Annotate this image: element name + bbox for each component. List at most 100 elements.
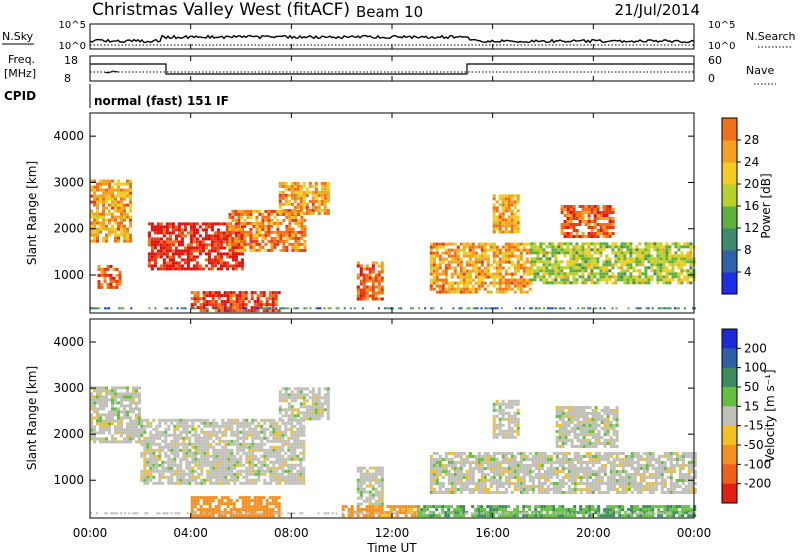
- power-cell: [587, 254, 591, 258]
- power-cell: [255, 218, 259, 222]
- power-cell: [516, 200, 520, 204]
- velocity-cell: [257, 466, 261, 470]
- velocity-cell: [190, 496, 194, 500]
- power-cell: [102, 236, 105, 240]
- power-cell: [459, 290, 463, 294]
- power-cell: [677, 281, 681, 285]
- velocity-cell: [111, 386, 114, 390]
- power-cell: [474, 287, 478, 291]
- velocity-cell: [200, 448, 204, 452]
- power-cell: [168, 258, 172, 262]
- power-cell: [100, 273, 104, 277]
- velocity-cell: [269, 475, 273, 479]
- power-cell: [114, 221, 117, 225]
- power-cell: [492, 242, 496, 246]
- velocity-cell: [537, 458, 541, 461]
- power-cell: [285, 239, 289, 243]
- power-cell: [462, 284, 466, 288]
- power-cell: [659, 272, 663, 276]
- power-cell: [320, 202, 324, 206]
- power-cell: [202, 303, 206, 307]
- power-cell: [498, 218, 502, 222]
- power-cell: [513, 269, 517, 273]
- velocity-cell: [208, 508, 212, 512]
- power-cell: [501, 254, 505, 258]
- velocity-cell: [480, 470, 484, 473]
- velocity-cell: [158, 463, 162, 467]
- power-cell: [677, 275, 681, 279]
- power-cell: [106, 264, 110, 268]
- velocity-cell: [486, 473, 490, 476]
- power-cell: [620, 272, 624, 276]
- power-cell: [510, 278, 514, 282]
- velocity-cell: [143, 436, 147, 440]
- velocity-cell: [242, 427, 246, 431]
- velocity-cell: [250, 505, 254, 509]
- power-cell: [294, 248, 298, 252]
- velocity-cell: [507, 452, 511, 455]
- freq-trace: [90, 63, 694, 75]
- velocity-cell: [474, 488, 478, 491]
- velocity-cell: [108, 422, 111, 426]
- velocity-cell: [287, 439, 291, 443]
- velocity-cell: [272, 418, 276, 422]
- velocity-cell: [143, 430, 147, 434]
- velocity-cell: [468, 473, 472, 476]
- velocity-cell: [173, 430, 177, 434]
- power-cell: [150, 240, 154, 244]
- power-cell: [225, 264, 229, 268]
- power-cell: [495, 200, 499, 204]
- power-cell: [680, 260, 684, 264]
- power-cell: [226, 291, 230, 295]
- power-cell: [465, 284, 469, 288]
- power-cell: [566, 260, 570, 264]
- power-cell: [605, 260, 609, 264]
- velocity-cell: [374, 499, 378, 503]
- power-cell: [365, 267, 369, 271]
- power-cell: [572, 208, 576, 211]
- power-cell: [605, 281, 609, 285]
- velocity-cell: [185, 478, 189, 482]
- power-cell: [680, 257, 684, 261]
- power-cell: [554, 260, 558, 264]
- power-cell: [495, 266, 499, 270]
- power-cell: [432, 272, 436, 276]
- power-cell: [247, 300, 251, 304]
- power-cell: [575, 211, 579, 214]
- power-cell: [297, 209, 301, 213]
- velocity-cell: [135, 407, 138, 411]
- power-cell: [300, 221, 304, 225]
- velocity-cell: [263, 418, 267, 422]
- power-cell: [569, 208, 573, 211]
- velocity-cell: [374, 505, 378, 509]
- power-cell: [293, 196, 297, 200]
- velocity-cell: [200, 421, 204, 425]
- velocity-cell: [486, 467, 490, 470]
- power-cell: [231, 258, 235, 262]
- power-cell: [486, 272, 490, 276]
- power-cell: [90, 188, 93, 192]
- velocity-cell: [259, 508, 263, 512]
- velocity-cell: [236, 418, 240, 422]
- velocity-cell: [513, 485, 517, 488]
- velocity-cell: [474, 455, 478, 458]
- velocity-cell: [135, 428, 138, 432]
- velocity-cell: [105, 389, 108, 393]
- velocity-cell: [200, 436, 204, 440]
- power-cell: [533, 251, 537, 255]
- power-y-tick-label: 2000: [53, 222, 84, 236]
- velocity-cell: [474, 464, 478, 467]
- velocity-cell: [170, 463, 174, 467]
- power-cell: [290, 202, 294, 206]
- power-cell: [288, 236, 292, 240]
- power-cell: [462, 287, 466, 291]
- power-cell: [271, 306, 275, 310]
- velocity-cell: [368, 484, 372, 488]
- power-cell: [229, 297, 233, 301]
- power-cell: [153, 246, 157, 250]
- power-cell: [569, 211, 573, 214]
- power-cell: [450, 254, 454, 258]
- power-cell: [504, 221, 508, 225]
- power-cell: [617, 260, 621, 264]
- velocity-cell: [114, 413, 117, 417]
